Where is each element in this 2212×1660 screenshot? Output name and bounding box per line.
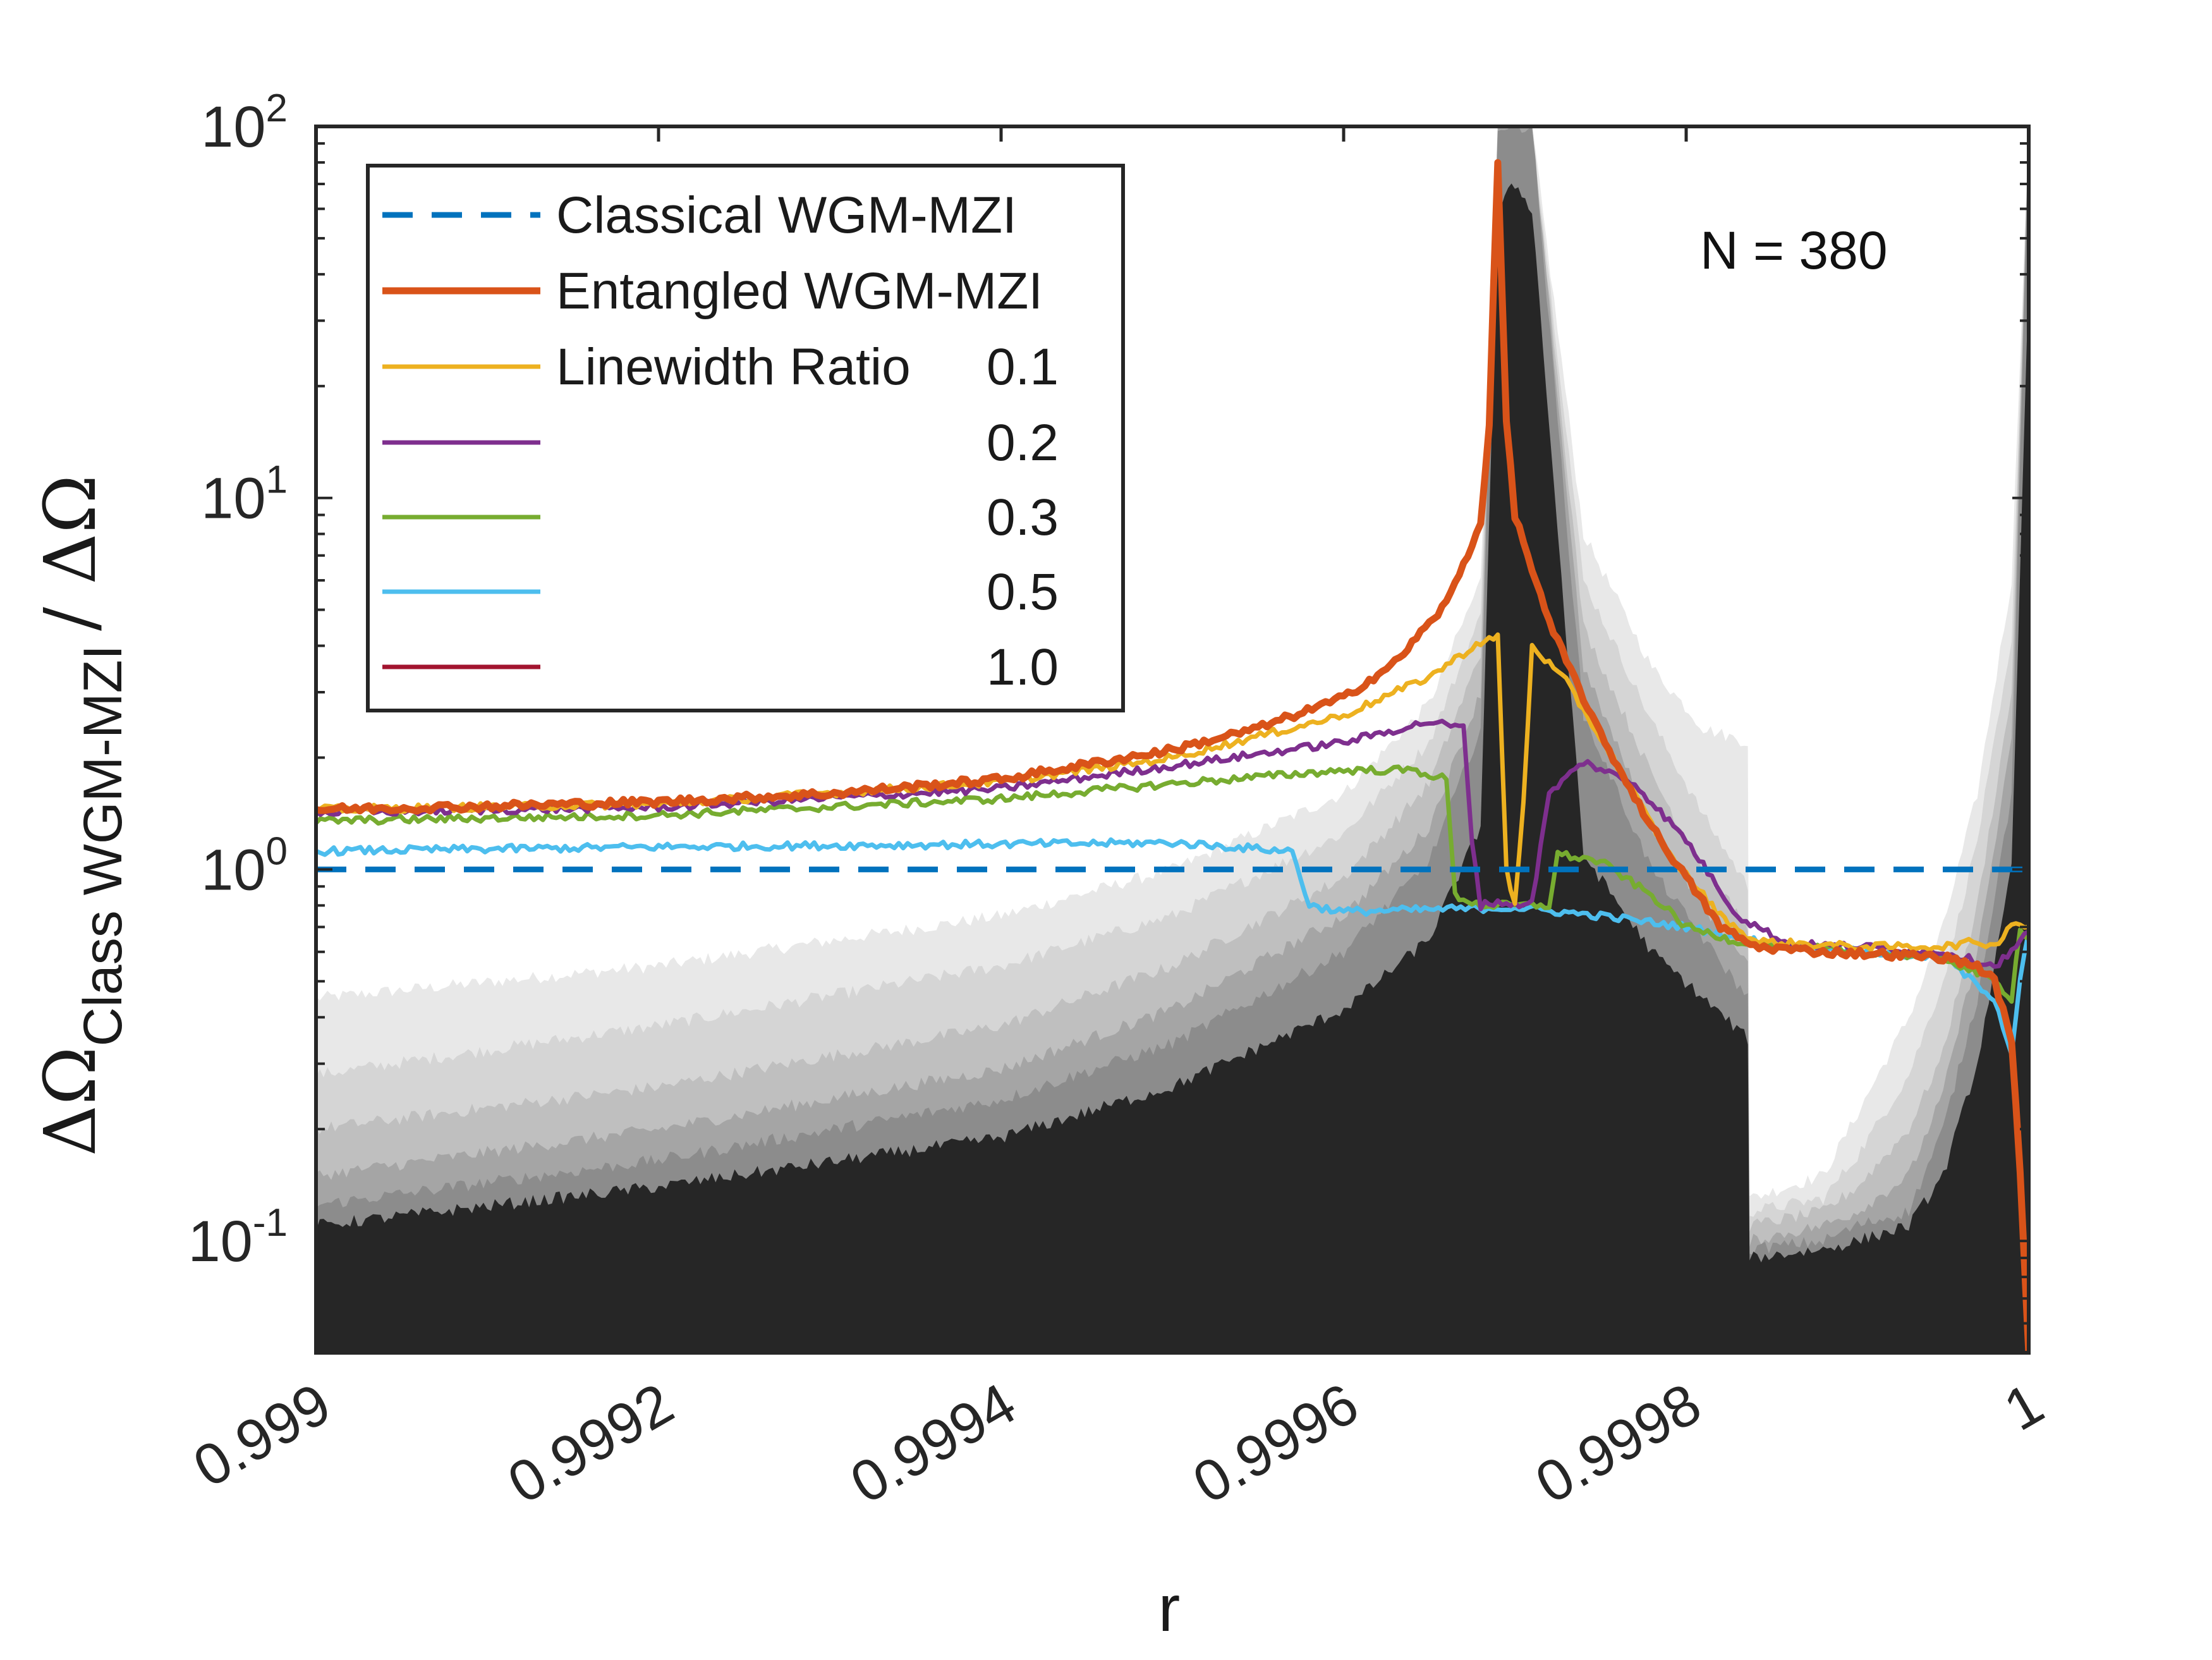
y-axis-label: ΔΩClass WGM-MZI / ΔΩ — [30, 475, 133, 1156]
legend-value: 0.2 — [987, 414, 1059, 472]
x-axis-label: r — [1158, 1572, 1181, 1645]
uncertainty-band-6 — [316, 183, 2029, 1353]
y-tick-label: 100 — [201, 829, 288, 902]
series-lines — [316, 159, 2029, 1353]
legend-label: Classical WGM-MZI — [556, 186, 1017, 244]
legend-label: Entangled WGM-MZI — [556, 262, 1043, 320]
series-line-entangled-wgm-mzi — [316, 159, 2029, 1353]
n-annotation: N = 380 — [1700, 221, 1888, 280]
series-line-0-3 — [316, 764, 2029, 1004]
y-axis-label-main: ΔΩ — [30, 1046, 112, 1156]
legend-label: Linewidth Ratio — [556, 338, 911, 396]
legend-value: 1.0 — [987, 638, 1059, 696]
y-tick-label: 10-1 — [188, 1201, 288, 1274]
legend-value: 0.5 — [987, 563, 1059, 621]
legend-value: 0.1 — [987, 338, 1059, 396]
y-tick-label: 101 — [201, 458, 288, 531]
uncertainty-bands — [316, 126, 2029, 1353]
legend-box — [366, 164, 1125, 712]
y-axis: 10-1 100 101 102 — [188, 87, 2029, 1354]
plot-frame — [314, 125, 2031, 1355]
legend-value: 0.3 — [987, 489, 1059, 546]
legend: Classical WGM-MZI Entangled WGM-MZI Linewi… — [366, 164, 1125, 712]
y-tick-label: 102 — [201, 87, 288, 159]
y-axis-label-tail: / ΔΩ — [30, 475, 112, 631]
y-axis-label-subscript: Class WGM-MZI — [73, 645, 133, 1046]
legend-items: Classical WGM-MZI Entangled WGM-MZI Linewi… — [382, 186, 1059, 696]
